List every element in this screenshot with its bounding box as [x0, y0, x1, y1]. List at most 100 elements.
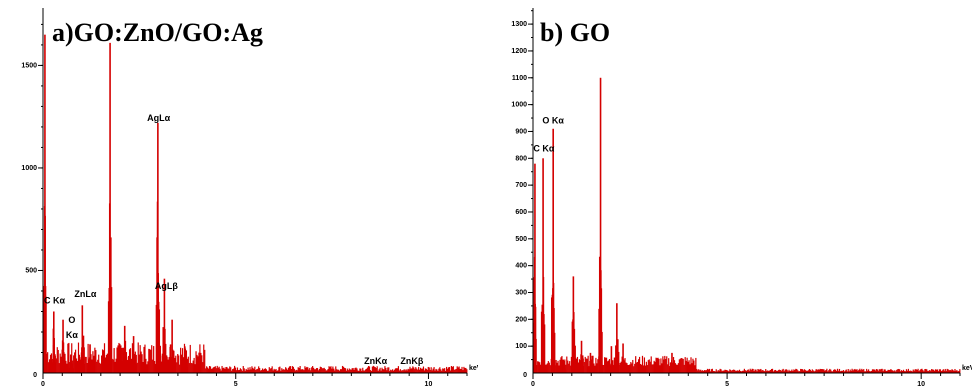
- chart-a-noise-bar: [369, 370, 372, 373]
- chart-b-noise-bar: [922, 370, 924, 373]
- chart-a-noise-bar: [286, 369, 289, 373]
- chart-b-noise-bar: [858, 369, 860, 373]
- chart-a-noise-bar: [399, 369, 401, 373]
- chart-a-noise-bar: [286, 368, 288, 373]
- chart-b-y-tick-label: 1100: [512, 75, 527, 82]
- chart-b-peak-bar: [616, 303, 618, 373]
- chart-b-noise-bar: [806, 370, 809, 373]
- chart-b-noise-bar: [719, 368, 721, 373]
- chart-a-noise-bar: [256, 369, 258, 373]
- chart-b-peak-bar: [587, 366, 590, 373]
- chart-b-y-tick-label: 400: [515, 263, 527, 270]
- chart-a-noise-bar: [287, 367, 290, 373]
- chart-b-peak-bar: [553, 332, 556, 373]
- chart-b-noise-bar: [818, 369, 820, 373]
- chart-a-noise-bar: [306, 366, 308, 373]
- chart-a-peak-label: ZnKα: [364, 356, 387, 366]
- chart-b-noise-bar: [595, 357, 597, 373]
- chart-b-noise-bar: [798, 371, 800, 373]
- chart-a-peak-bar: [184, 346, 186, 373]
- chart-b-noise-bar: [629, 364, 631, 373]
- chart-a-noise-bar: [459, 368, 461, 373]
- chart-a-noise-bar: [234, 367, 237, 373]
- chart-b-noise-bar: [750, 370, 752, 373]
- chart-a-noise-bar: [159, 345, 161, 373]
- chart-b-noise-bar: [891, 370, 893, 373]
- chart-a-noise-bar: [318, 368, 320, 373]
- chart-b-noise-bar: [684, 357, 686, 373]
- chart-a-noise-bar: [207, 368, 210, 373]
- chart-a-noise-bar: [114, 361, 116, 373]
- chart-b-noise-bar: [539, 362, 541, 373]
- chart-b-noise-bar: [820, 369, 822, 373]
- chart-a-noise-bar: [324, 368, 326, 373]
- chart-b-peak-bar: [578, 363, 581, 373]
- chart-a-noise-bar: [175, 355, 177, 373]
- chart-b-noise-bar: [944, 368, 946, 373]
- chart-b-noise-bar: [744, 370, 746, 373]
- chart-b-noise-bar: [738, 369, 741, 373]
- chart-b-noise-bar: [740, 371, 743, 373]
- chart-a-noise-bar: [390, 369, 392, 373]
- chart-a-peak-bar: [45, 296, 47, 373]
- chart-b-noise-bar: [808, 369, 811, 373]
- chart-b-noise-bar: [666, 356, 668, 373]
- chart-a-noise-bar: [345, 370, 347, 373]
- chart-a-noise-bar: [380, 370, 382, 373]
- chart-b-noise-bar: [770, 368, 773, 373]
- chart-a-noise-bar: [180, 354, 183, 373]
- chart-b-y-zero: 0: [523, 372, 527, 379]
- chart-b-noise-bar: [899, 369, 901, 373]
- chart-b-noise-bar: [900, 371, 902, 373]
- chart-a-peak-label: C Kα: [44, 295, 65, 305]
- chart-a-noise-bar: [362, 367, 364, 373]
- chart-a-noise-bar: [332, 366, 334, 373]
- chart-b-noise-bar: [866, 368, 868, 373]
- chart-b-noise-bar: [889, 369, 891, 373]
- chart-b-noise-bar: [647, 360, 649, 373]
- chart-a-noise-bar: [93, 355, 95, 373]
- chart-a-noise-bar: [92, 351, 94, 373]
- chart-a-peak-label: ZnKβ: [400, 356, 423, 366]
- chart-b-noise-bar: [586, 358, 588, 373]
- chart-a-noise-bar: [328, 366, 330, 373]
- chart-b-noise-bar: [819, 368, 821, 373]
- chart-a-noise-bar: [454, 369, 456, 373]
- chart-b-noise-bar: [544, 364, 547, 373]
- chart-a-noise-bar: [419, 369, 421, 373]
- chart-b-noise-bar: [886, 370, 888, 373]
- chart-b-noise-bar: [797, 370, 799, 373]
- chart-b-noise-bar: [736, 370, 738, 373]
- chart-a-noise-bar: [233, 368, 235, 373]
- chart-a-noise-bar: [409, 366, 411, 373]
- chart-a-noise-bar: [258, 366, 260, 373]
- chart-a-peak: [87, 344, 93, 373]
- chart-b-noise-bar: [733, 369, 735, 373]
- chart-a-noise-bar: [344, 368, 347, 373]
- chart-a-noise-bar: [383, 369, 385, 373]
- chart-b-noise-bar: [803, 369, 806, 373]
- chart-b-noise-bar: [954, 368, 956, 373]
- chart-b-noise-bar: [567, 360, 569, 373]
- chart-a-noise-bar: [363, 370, 365, 373]
- chart-a-peak-label: AgLα: [147, 113, 170, 123]
- chart-b-noise-bar: [555, 359, 557, 373]
- chart-a-noise-bar: [247, 367, 249, 373]
- chart-b-noise-bar: [644, 365, 646, 373]
- chart-a-noise-bar: [351, 368, 353, 373]
- chart-a-noise-bar: [403, 369, 405, 373]
- chart-b-noise-bar: [715, 369, 717, 373]
- chart-b-noise-bar: [821, 369, 823, 373]
- chart-a-noise-bar: [402, 370, 404, 373]
- eds-spectrum-a: 0 5 10 keV 500 1000 1500 0 C KαO Kα ZnLα AgLα AgLβ Zn…: [21, 8, 482, 388]
- chart-a-noise-bar: [106, 353, 108, 373]
- chart-a-peak-bar: [163, 278, 166, 373]
- chart-b-noise-bar: [925, 368, 927, 373]
- chart-b-noise-bar: [780, 370, 782, 373]
- chart-a-noise-bar: [316, 368, 319, 373]
- chart-b-peak-bar: [534, 163, 536, 373]
- chart-b-noise-bar: [777, 370, 779, 373]
- chart-b-noise-bar: [824, 370, 826, 373]
- chart-b-noise-bar: [786, 369, 788, 373]
- chart-b-noise-bar: [697, 370, 699, 373]
